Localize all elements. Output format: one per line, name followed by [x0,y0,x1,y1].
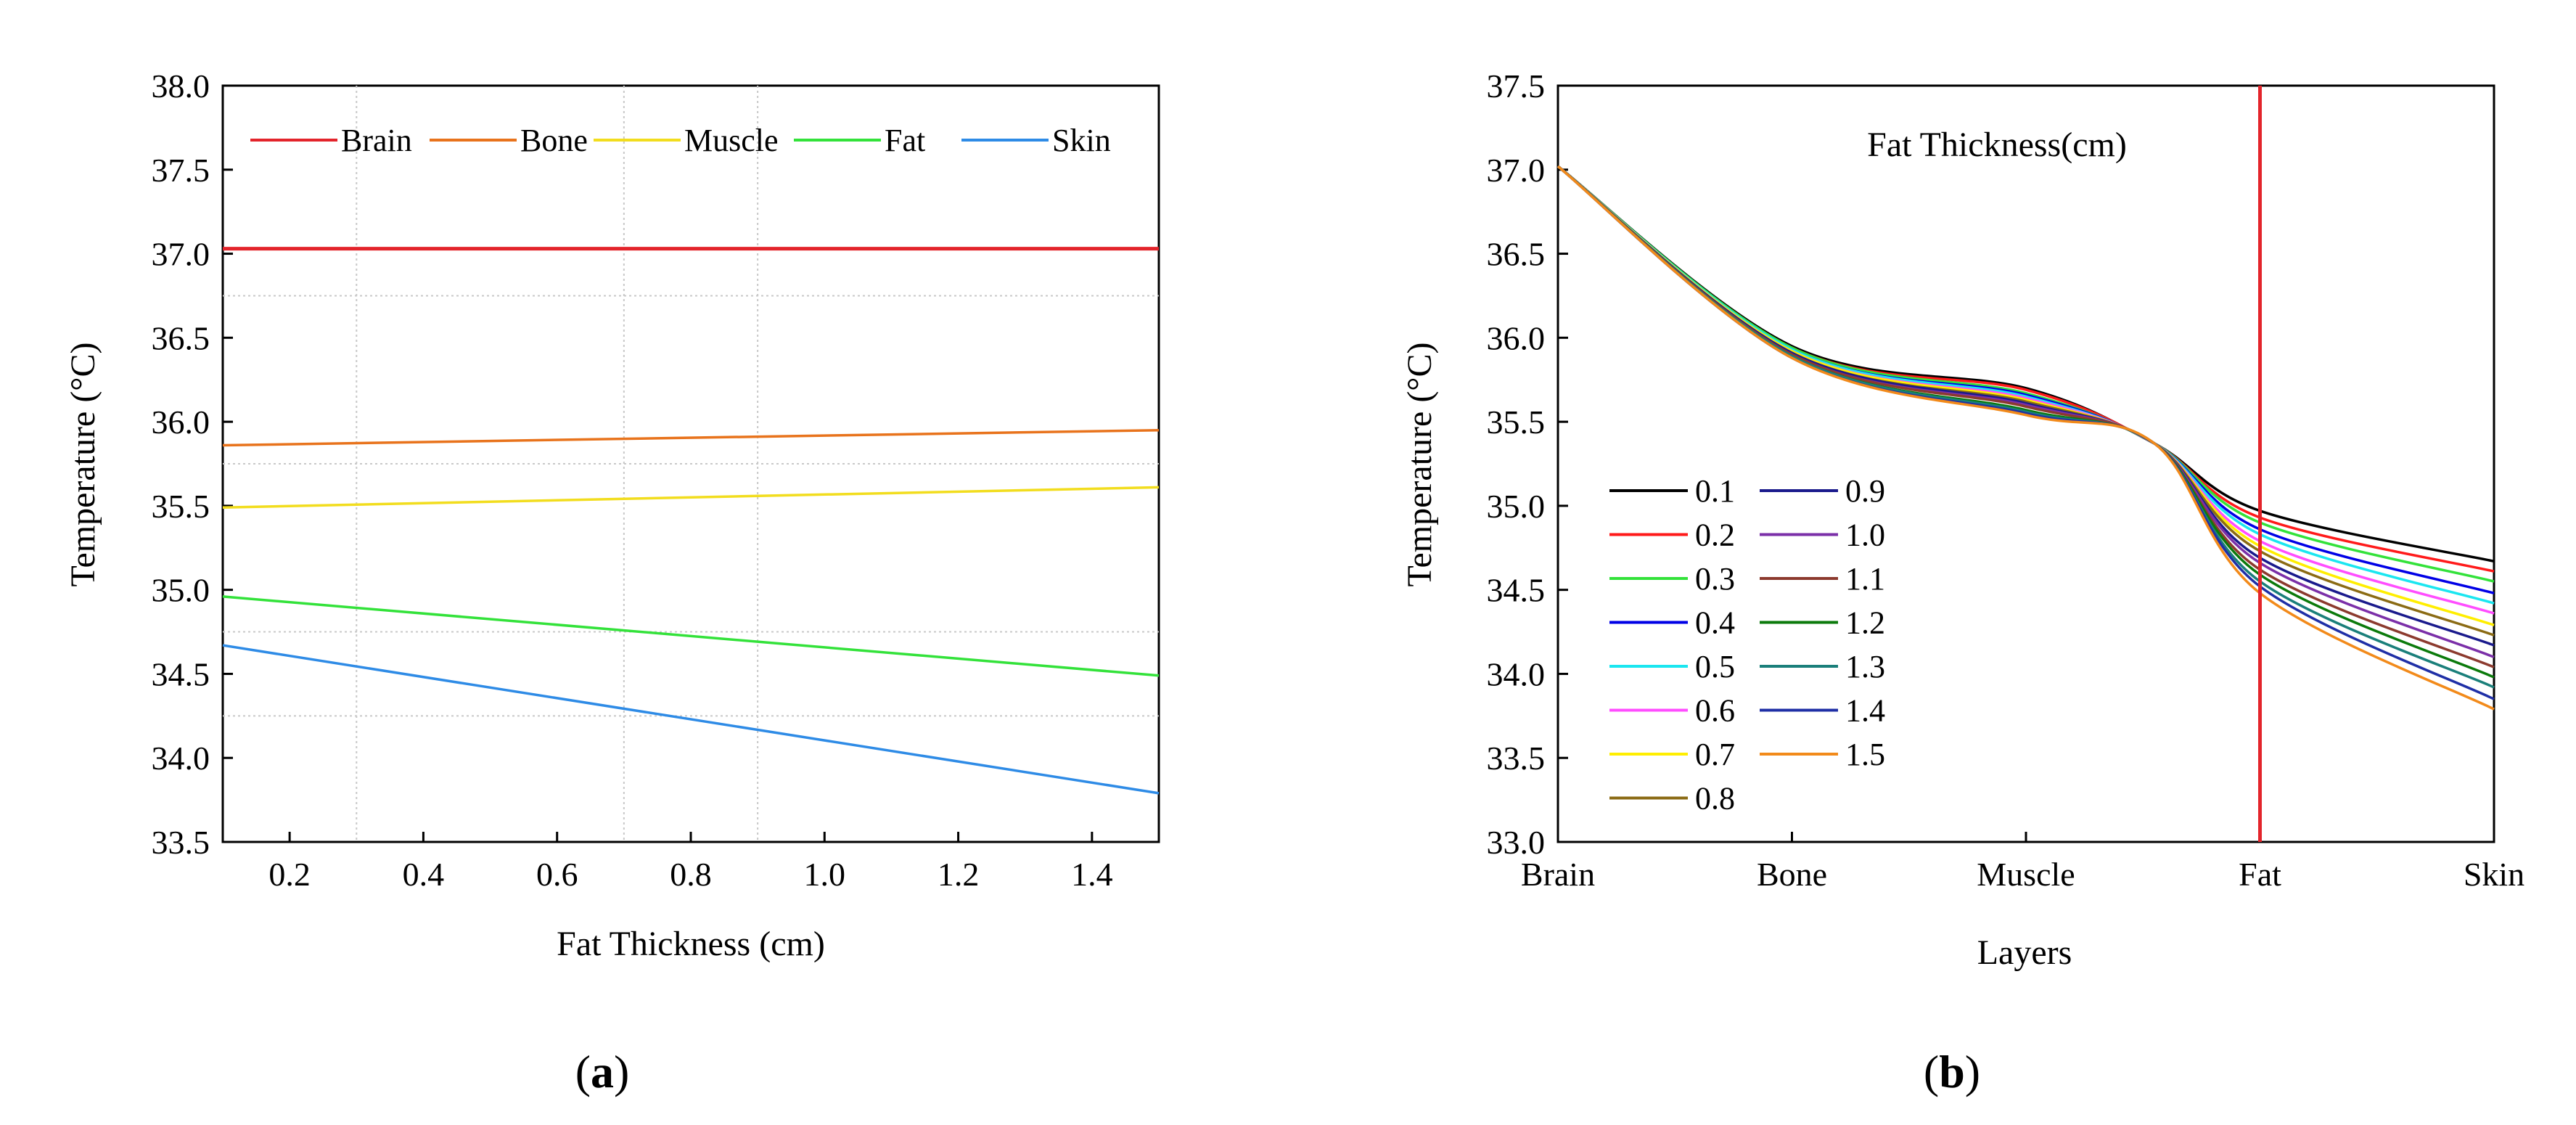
panel-a-y-tick-label: 35.5 [152,488,210,525]
panel-b-x-tick-label-bone: Bone [1757,856,1827,893]
panel-a-x-tick-label: 1.0 [804,856,846,893]
panel-b-y-tick-label: 34.0 [1487,655,1546,692]
panel-b-y-tick-label: 33.5 [1487,740,1546,777]
panel-a-y-tick-label: 34.0 [152,740,210,777]
panel-a-x-tick-label: 0.4 [403,856,445,893]
panel-b-legend-label-0.9: 0.9 [1845,473,1885,509]
panel-b-x-tick-label-skin: Skin [2464,856,2524,893]
panel-b-y-tick-label: 37.0 [1487,152,1546,189]
panel-a-series-line-muscle [222,486,1160,509]
panel-a-legend: Brain Bone Muscle Fat Skin [250,123,1111,158]
panel-b-legend-label-0.3: 0.3 [1695,561,1735,597]
panel-b-legend-label-1.3: 1.3 [1845,649,1885,684]
panel-b-x-tick-label-fat: Fat [2239,856,2281,893]
panel-b-ticks: Brain Bone Muscle Fat Skin 33.0 33.5 34.0 34.5 35… [1487,68,2525,893]
panel-a-y-tick-label: 34.5 [152,655,210,692]
panel-a-legend-label-fat: Fat [885,123,925,158]
panel-b-chart: Brain Bone Muscle Fat Skin 33.0 33.5 34.0 34.5 35… [1400,68,2524,1097]
panel-b-legend-label-1.1: 1.1 [1845,561,1885,597]
panel-a-series-line-fat [222,595,1160,677]
panel-b-y-tick-label: 37.5 [1487,68,1546,105]
panel-b-legend-label-0.6: 0.6 [1695,693,1735,729]
panel-a-y-tick-label: 37.0 [152,236,210,273]
panel-a-x-tick-label: 0.6 [536,856,578,893]
panel-a-series-line-bone [222,428,1160,447]
panel-b-legend-label-0.4: 0.4 [1695,605,1735,641]
panel-a-legend-label-bone: Bone [520,123,588,158]
panel-b-series-line-1.5 [1556,165,2495,711]
panel-b-legend-label-0.2: 0.2 [1695,518,1735,553]
panel-b-y-tick-label: 35.5 [1487,404,1546,441]
panel-a-y-tick-label: 33.5 [152,824,210,861]
panel-b-legend: 0.1 0.2 0.3 0.4 0.5 0.6 0.7 0.8 0.9 1.0 1.1 1.2 1.3 1… [1609,473,1885,817]
panel-a-y-tick-label: 38.0 [152,68,210,105]
panel-b-legend-label-0.1: 0.1 [1695,473,1735,509]
panel-a-x-tick-label: 1.4 [1071,856,1113,893]
panel-b-x-tick-label-brain: Brain [1521,856,1595,893]
panel-a-chart: 0.2 0.4 0.6 0.8 1.0 1.2 1.4 33.5 34.0 34.5 35.0 35.… [64,68,1160,1097]
panel-a-legend-label-brain: Brain [341,123,412,158]
panel-b-x-tick-label-muscle: Muscle [1977,856,2075,893]
panel-a-label: (a) [575,1046,630,1097]
panel-b-legend-label-0.8: 0.8 [1695,781,1735,817]
panel-a-legend-label-muscle: Muscle [684,123,779,158]
panel-b-label: (b) [1924,1046,1980,1097]
panel-b-x-axis-title: Layers [1977,933,2072,972]
panel-a-x-tick-label: 0.2 [268,856,311,893]
panel-b-y-tick-label: 34.5 [1487,572,1546,609]
panel-b-y-axis-title: Temperature (°C) [1400,342,1439,586]
panel-b-legend-label-0.5: 0.5 [1695,649,1735,684]
panel-b-y-tick-label: 36.0 [1487,319,1546,356]
panel-a-y-axis-title: Temperature (°C) [64,342,102,586]
panel-a-x-axis-title: Fat Thickness (cm) [557,925,825,963]
panel-a-y-tick-label: 37.5 [152,152,210,189]
panel-b-y-tick-label: 33.0 [1487,824,1546,861]
panel-b-legend-label-1.4: 1.4 [1845,693,1885,729]
panel-a-y-tick-label: 36.0 [152,404,210,441]
panel-a-series-lines [222,247,1160,795]
panel-a-x-tick-label: 1.2 [938,856,980,893]
panel-a-x-tick-label: 0.8 [670,856,712,893]
panel-b-legend-label-1.2: 1.2 [1845,605,1885,641]
panel-a-legend-label-skin: Skin [1052,123,1111,158]
panel-b-series-lines [1556,165,2495,711]
panel-b-legend-label-0.7: 0.7 [1695,737,1735,772]
panel-b-legend-label-1.0: 1.0 [1845,518,1885,553]
panel-b-plot-frame [1556,84,2495,843]
panel-b-y-tick-label: 36.5 [1487,236,1546,273]
panel-a-ticks: 0.2 0.4 0.6 0.8 1.0 1.2 1.4 33.5 34.0 34.5 35.0 35.… [152,68,1113,893]
panel-a-gridlines [223,86,1159,842]
panel-b-y-tick-label: 35.0 [1487,488,1546,525]
panel-a-label-letter: a [591,1046,614,1097]
panel-b-label-letter: b [1939,1046,1965,1097]
panel-a-y-tick-label: 36.5 [152,319,210,356]
panel-b-annotation: Fat Thickness(cm) [1867,126,2127,164]
panel-b-legend-label-1.5: 1.5 [1845,737,1885,772]
panel-a-y-tick-label: 35.0 [152,572,210,609]
panel-a-series-line-skin [222,644,1160,795]
